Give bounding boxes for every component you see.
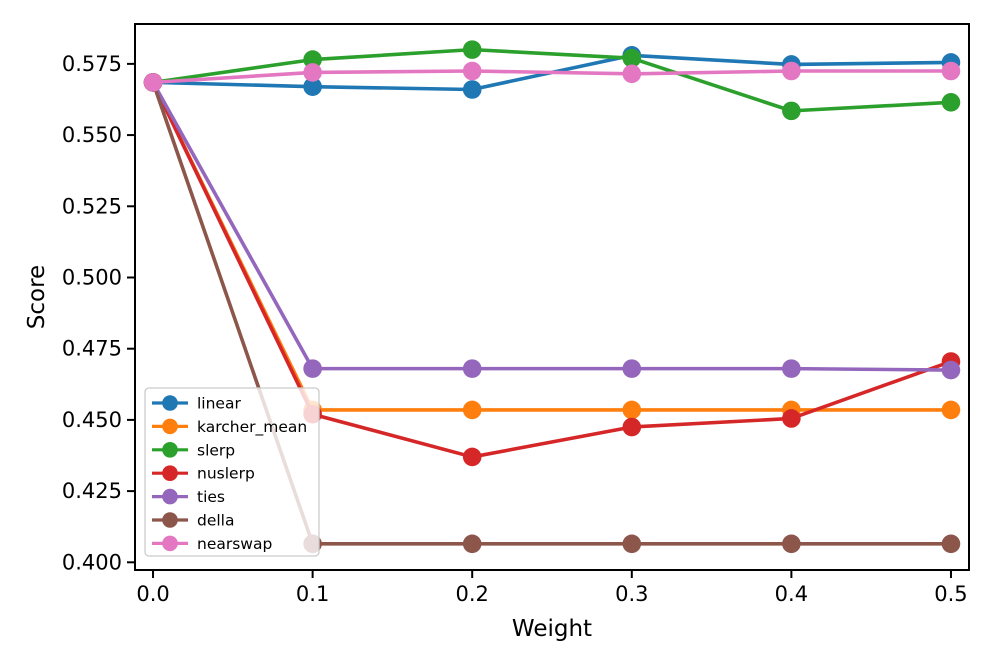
series-karcher_mean-marker [941, 400, 961, 420]
x-axis-label: Weight [512, 616, 592, 642]
legend-sample-marker [162, 488, 178, 505]
series-nearswap-line [151, 69, 953, 85]
y-tick-label: 0.450 [62, 408, 122, 432]
y-tick-label: 0.575 [62, 52, 122, 76]
legend-sample-marker [162, 535, 178, 552]
y-tick-label: 0.475 [62, 337, 122, 361]
series-nearswap-marker [303, 63, 322, 82]
x-tick-label: 0.0 [136, 582, 169, 606]
series-nuslerp-marker [622, 417, 642, 437]
legend-entry-slerp: slerp [152, 441, 235, 459]
series-ties-marker [622, 359, 642, 378]
series-della-marker [622, 534, 642, 554]
legend-entry-linear: linear [152, 395, 241, 413]
legend-sample-marker [162, 512, 178, 528]
series-ties-line [151, 80, 953, 372]
series-linear-marker [462, 80, 482, 99]
legend-label: nuslerp [197, 465, 255, 483]
series-nearswap-marker [622, 64, 642, 84]
legend-sample-marker [162, 418, 178, 435]
legend-label: karcher_mean [197, 418, 307, 437]
legend-label: ties [197, 488, 225, 506]
series-nearswap [143, 61, 961, 92]
series-slerp-marker [941, 93, 961, 112]
series-nearswap-marker [782, 61, 801, 81]
legend-box [144, 387, 320, 557]
series-linear-marker [303, 77, 322, 96]
series-della-marker [782, 534, 801, 554]
series-nearswap-marker [143, 73, 163, 92]
series-della-marker [941, 534, 961, 554]
series-nuslerp-marker [782, 409, 801, 428]
series-slerp-marker [622, 48, 642, 68]
legend-entry-ties: ties [152, 488, 225, 506]
series-slerp-line [151, 47, 953, 113]
legend-entry-della: della [152, 512, 235, 530]
y-axis-label: Score [24, 265, 50, 329]
series-nuslerp-line [151, 80, 953, 459]
x-tick-label: 0.1 [296, 582, 329, 606]
series-ties-marker [941, 360, 961, 380]
y-tick-label: 0.425 [62, 479, 122, 503]
legend-sample-marker [162, 442, 178, 458]
y-tick-label: 0.525 [62, 194, 122, 218]
series-slerp-marker [462, 40, 482, 59]
legend-label: della [197, 512, 235, 530]
series-slerp-marker [782, 101, 801, 121]
legend-entry-nearswap: nearswap [152, 535, 272, 553]
x-tick-label: 0.4 [775, 582, 808, 606]
series-slerp [143, 40, 961, 121]
legend-label: linear [197, 395, 241, 413]
x-tick-label: 0.3 [615, 582, 648, 606]
legend-label: nearswap [197, 535, 272, 553]
plot-frame [134, 23, 970, 571]
x-tick-label: 0.5 [934, 582, 967, 606]
series-nearswap-marker [462, 61, 482, 81]
axis-ticks: 0.0 0.1 0.2 0.3 0.4 0.5 0.400 0.425 0.450 0.475 0.… [62, 52, 968, 606]
y-tick-label: 0.500 [62, 265, 122, 289]
legend-sample-marker [162, 395, 178, 411]
y-tick-label: 0.550 [62, 123, 122, 147]
series-karcher_mean-marker [622, 400, 642, 420]
series-nearswap-marker [941, 61, 961, 81]
series-slerp-marker [303, 50, 322, 69]
series-ties-marker [462, 359, 482, 378]
series-ties [143, 73, 961, 380]
x-tick-label: 0.2 [456, 582, 489, 606]
series-karcher_mean-marker [462, 400, 482, 420]
series-ties-marker [782, 359, 801, 378]
legend-entry-karcher_mean: karcher_mean [152, 418, 307, 437]
legend-sample-marker [162, 465, 178, 482]
series-della-marker [462, 534, 482, 554]
legend-entry-nuslerp: nuslerp [152, 465, 255, 483]
series-ties-marker [303, 359, 322, 378]
series-nuslerp-marker [462, 447, 482, 467]
y-tick-label: 0.400 [62, 550, 122, 574]
legend-label: slerp [197, 441, 235, 459]
